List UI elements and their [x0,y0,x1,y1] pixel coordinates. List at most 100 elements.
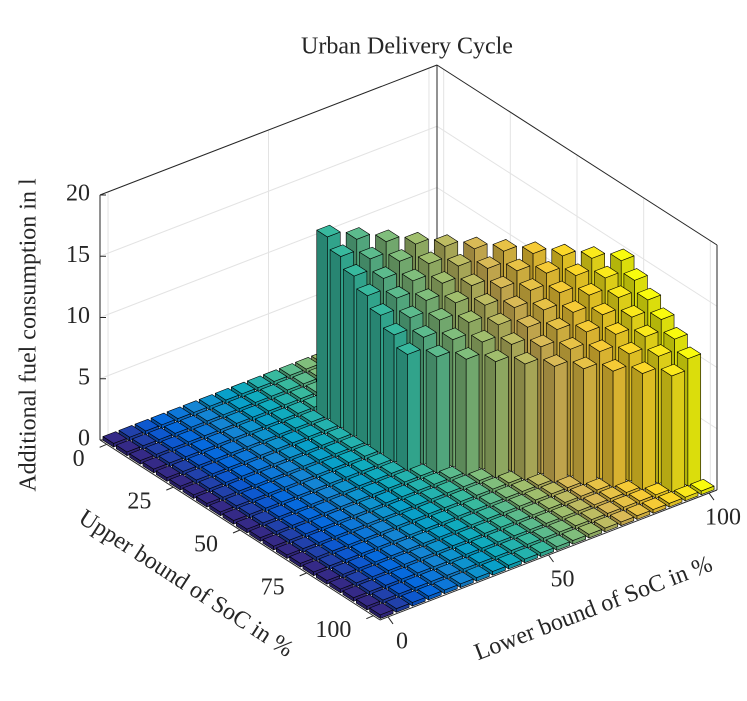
bar-top [447,504,472,517]
bar-top [425,539,450,553]
bar-top [289,468,314,482]
bar-top [564,263,589,276]
bar-top [644,482,669,496]
axis-box [99,64,438,196]
bar-top [506,258,531,272]
bar-top [431,510,456,523]
bar-top [385,596,410,609]
bar-top [244,390,269,403]
bar-top [548,280,573,294]
bar-top [294,521,319,535]
bar-face [436,351,450,474]
bar-top [195,491,221,504]
bar-top [275,542,301,556]
bar-top [329,494,354,508]
bar [278,445,304,462]
bar-top [262,451,287,465]
bar-face [316,229,328,420]
bar-top [660,363,685,377]
bar-top [359,246,384,260]
bar [414,516,440,533]
bar-top [238,419,264,433]
bar-top [318,553,343,567]
bar-top [214,387,240,401]
bar-top [481,477,506,490]
bar-face [572,361,585,486]
bar-top [372,266,397,279]
bar-top [593,516,619,529]
bar-top [377,558,402,571]
bar [321,538,346,556]
bar-top [198,476,223,489]
bar-top [271,407,296,420]
bar [433,577,458,595]
bar-top [369,520,394,533]
bar-top [543,354,568,367]
bar-top [388,499,413,512]
bar-top [468,550,493,564]
bar-top [292,371,317,385]
bar [235,517,261,534]
bar-top [345,227,370,240]
bar-top [284,416,309,429]
bar-top [439,466,464,479]
bar-face [407,349,421,472]
bar-top [206,432,231,445]
bar-top [345,570,370,584]
bar-top [204,447,229,460]
bar-top [545,534,570,548]
bar-top [294,439,320,452]
bar [473,521,498,538]
bar-top [591,302,616,316]
bar-top [383,322,408,336]
bar-top [393,552,418,565]
bar-face [554,361,568,484]
bar-top [252,510,277,524]
bar [188,453,213,470]
bar-top [548,519,573,533]
bar-top [142,457,167,470]
bar-top [164,421,189,434]
bar-face [671,370,685,493]
bar-face [484,354,496,479]
bar-face [543,359,555,484]
bar-face [631,366,643,491]
bar-top [487,312,512,326]
bar-top [262,534,287,547]
bar [342,503,367,520]
bar-top [182,400,207,413]
bar-top [342,585,367,599]
bar-top [417,584,442,597]
bar [545,534,570,551]
bar-top [324,441,349,455]
bar-top [479,491,504,505]
z-tick-label: 15 [66,242,90,268]
z-axis-label: Additional fuel consumption in l [16,178,42,492]
bar-top [321,456,346,469]
bar-top [583,492,608,506]
bar-top [249,525,274,539]
bar-top [417,251,443,264]
bar-top [404,493,429,506]
x-tick [708,492,715,501]
bar-top [658,491,683,504]
bar-top [487,529,512,543]
bar-top [497,553,522,566]
bar [572,356,597,486]
bar-top [220,440,245,454]
bar [369,602,394,619]
bar-top [155,465,181,479]
bar-top [217,455,242,469]
bar-top [375,229,400,243]
bar-top [676,346,702,360]
bar-top [268,422,293,435]
bar [529,540,554,557]
bar-top [428,307,453,321]
bar-top [252,428,277,441]
bar-top [553,490,579,503]
bar-face [455,352,467,476]
bar-top [257,398,282,412]
bar-top [495,485,520,499]
bar-top [231,381,256,395]
bar-top [452,557,477,570]
